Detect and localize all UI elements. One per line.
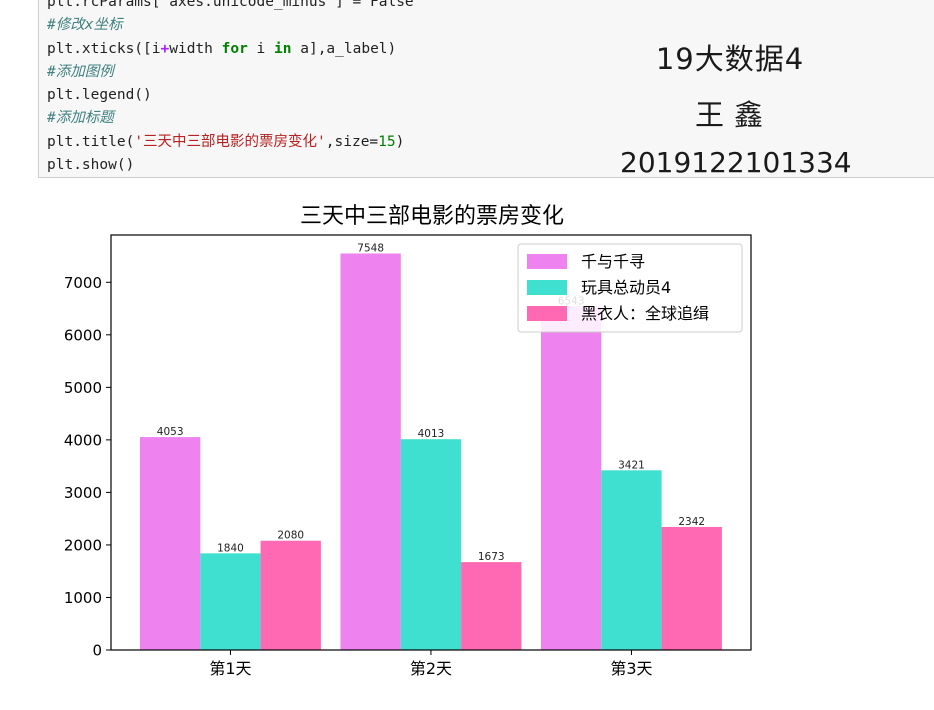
chart-title: 三天中三部电影的票房变化 [300,204,564,229]
bar-value-label: 4013 [418,428,445,440]
bar-2-1 [200,553,261,650]
bar-chart: 三天中三部电影的票房变化 405318402080754840131673654… [64,204,752,678]
bar-value-label: 1673 [478,551,505,563]
code-line-xticks: plt.xticks([i+width for i in a],a_label) [47,40,397,57]
code-line-legend: plt.legend() [47,87,152,104]
y-tick-label: 6000 [64,326,102,344]
legend-label-1: 千与千寻 [581,252,645,271]
bar-3-3 [661,526,722,650]
handwritten-class: 19大数据4 [655,42,805,76]
bar-value-label: 4053 [157,426,184,438]
bar-1-1 [140,437,201,650]
bar-value-label: 1840 [217,542,244,554]
code-line-show: plt.show() [47,157,135,174]
y-tick-label: 2000 [64,536,102,554]
legend-box [517,243,743,333]
bar-1-2 [340,253,401,650]
y-tick-label: 5000 [64,379,102,397]
code-block[interactable]: plt.rcParams['axes.unicode_minus'] = Fal… [47,0,414,177]
y-tick-label: 1000 [64,589,102,607]
bar-value-label: 3421 [618,459,645,471]
y-tick-label: 4000 [64,431,102,449]
legend-swatch-3 [527,306,567,321]
code-comment-title: #添加标题 [47,110,114,127]
x-tick-label: 第2天 [410,659,452,678]
bar-value-label: 2342 [678,516,705,528]
code-comment-xticks: #修改x坐标 [47,17,123,34]
bar-3-1 [260,540,321,650]
handwritten-student-id: 2019122101334 [620,146,852,179]
bar-2-3 [601,470,662,650]
legend-label-2: 玩具总动员4 [581,278,671,297]
y-tick-label: 3000 [64,484,102,502]
code-line-title: plt.title('三天中三部电影的票房变化',size=15) [47,133,405,150]
bar-value-label: 7548 [357,242,384,254]
bar-2-2 [400,439,462,650]
legend-swatch-1 [527,254,567,269]
bar-value-label: 2080 [277,530,304,542]
legend-swatch-2 [527,280,567,295]
x-tick-label: 第1天 [209,659,251,678]
x-tick-label: 第3天 [610,659,652,678]
handwritten-name: 王鑫 [694,98,773,132]
bar-3-2 [461,562,522,650]
code-cell[interactable]: plt.rcParams['axes.unicode_minus'] = Fal… [38,0,934,178]
y-tick-label: 0 [92,642,102,660]
code-line-partial: plt.rcParams['axes.unicode_minus'] = Fal… [47,0,414,10]
bar-1-3 [541,306,602,650]
legend-label-3: 黑衣人：全球追缉 [581,304,709,323]
code-comment-legend: #添加图例 [47,63,114,80]
y-tick-label: 7000 [64,274,102,292]
